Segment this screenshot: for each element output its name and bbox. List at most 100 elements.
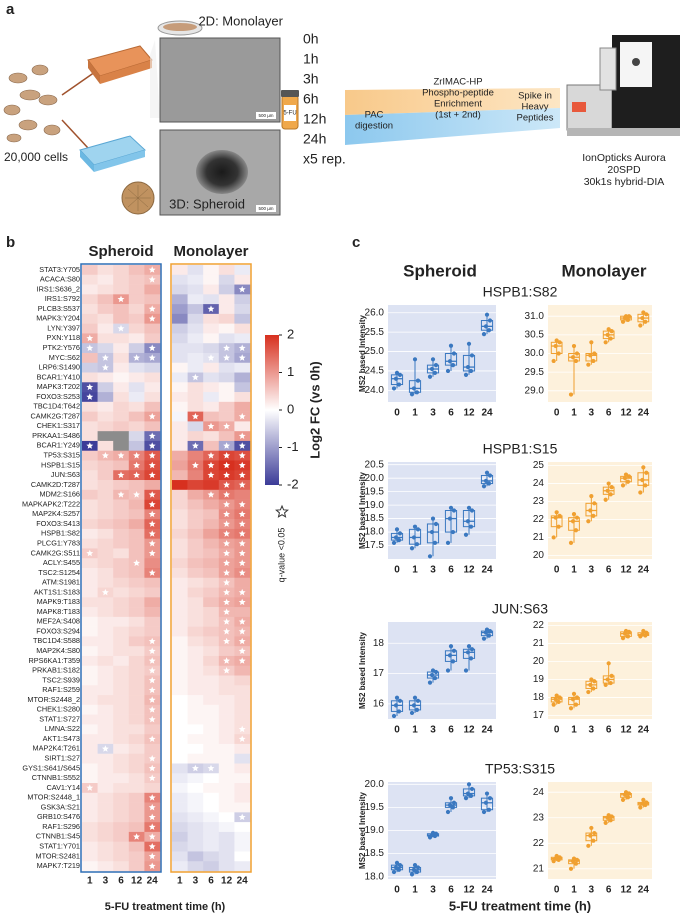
- heatmap-cell: [128, 362, 145, 373]
- significance-star: [148, 276, 156, 283]
- data-point: [394, 527, 400, 532]
- x-tick-label: 6: [448, 408, 454, 419]
- significance-star: [238, 520, 246, 527]
- heatmap-cell: [187, 802, 204, 813]
- significance-star: [148, 432, 156, 439]
- heatmap-cell: [218, 333, 235, 344]
- y-tick-label: 20.0: [365, 473, 385, 484]
- significance-star: [101, 452, 109, 459]
- data-point: [447, 516, 453, 521]
- heatmap-cell: [172, 274, 188, 285]
- x-tick-label: 1: [571, 885, 577, 896]
- data-point: [466, 341, 472, 346]
- significance-star: [207, 491, 215, 498]
- y-tick-label: 26.0: [365, 307, 385, 318]
- significance-star: [238, 510, 246, 518]
- y-tick-label: 18: [533, 692, 545, 703]
- heatmap-cell: [82, 636, 98, 647]
- heatmap-cell: [128, 538, 145, 549]
- data-point: [568, 706, 574, 711]
- y-tick-label: 23: [533, 812, 545, 823]
- significance-star: [223, 520, 231, 527]
- data-point: [465, 519, 471, 524]
- data-point: [571, 856, 577, 861]
- data-point: [586, 689, 591, 695]
- heatmap-cell: [128, 743, 145, 755]
- heatmap-cell: [187, 304, 204, 315]
- significance-star: [148, 842, 156, 850]
- heatmap-cell: [113, 313, 130, 324]
- data-point: [466, 782, 472, 787]
- y-tick-label: 18.0: [365, 527, 385, 538]
- heatmap-cell: [187, 665, 204, 676]
- heatmap-cell: [97, 548, 114, 559]
- heatmap-cell: [97, 304, 114, 315]
- heatmap-cell: [218, 792, 235, 803]
- y-tick-label: 29.0: [525, 385, 545, 396]
- data-point: [591, 838, 596, 843]
- heatmap-frame: [170, 263, 252, 873]
- heatmap-cell: [203, 392, 220, 403]
- significance-star: [238, 530, 246, 537]
- heatmap-cell: [113, 773, 130, 784]
- data-point: [465, 364, 471, 370]
- heatmap-cell: [113, 401, 130, 412]
- data-point: [589, 340, 594, 345]
- y-axis-label: MS2 based Intensity: [358, 792, 367, 869]
- heatmap-cell: [128, 626, 145, 637]
- data-point: [463, 532, 469, 537]
- heatmap-cell: [113, 421, 130, 432]
- heatmap-cell: [113, 724, 130, 735]
- data-point: [469, 508, 475, 513]
- data-point: [451, 800, 457, 805]
- heatmap-cell: [113, 802, 130, 813]
- significance-star: [223, 442, 231, 449]
- row-label: BCAR1:Y249: [37, 441, 80, 450]
- row-label: MAPK9:T183: [37, 597, 80, 606]
- data-point: [640, 801, 645, 806]
- data-point: [603, 340, 608, 345]
- significance-star: [223, 354, 231, 361]
- y-tick-label: 31.0: [525, 311, 545, 322]
- heatmap-cell: [82, 499, 98, 510]
- significance-star: [86, 383, 94, 391]
- significance-star: [148, 715, 156, 723]
- y-tick-label: 30.5: [525, 329, 545, 340]
- significance-star: [148, 823, 156, 830]
- heatmap-cell: [203, 724, 220, 735]
- heatmap-cell: [144, 626, 161, 637]
- data-point: [481, 484, 487, 489]
- heatmap-cell: [172, 783, 188, 794]
- heatmap-cell: [113, 636, 130, 647]
- heatmap-cell: [234, 421, 251, 432]
- heatmap-cell: [203, 841, 220, 852]
- data-point: [468, 524, 474, 529]
- data-point: [641, 797, 646, 802]
- y-tick-label: 20: [533, 656, 545, 667]
- heatmap-cell: [218, 362, 235, 373]
- heatmap-cell: [234, 783, 251, 794]
- heatmap-cell: [187, 861, 204, 872]
- heatmap-cell: [172, 695, 188, 706]
- data-point: [609, 329, 614, 334]
- heatmap-cell: [234, 313, 251, 324]
- heatmap-cell: [203, 802, 220, 813]
- heatmap-cell: [97, 343, 114, 354]
- subplot-title: TP53:S315: [485, 761, 555, 777]
- data-point: [411, 867, 417, 872]
- heatmap-cell: [172, 763, 188, 774]
- heatmap-cell: [82, 831, 98, 842]
- heatmap-cell: [187, 323, 204, 334]
- heatmap-cell: [97, 665, 114, 676]
- workflow-step: Enrichment: [434, 99, 482, 110]
- x-tick-label: 3: [430, 565, 436, 576]
- heatmap-cell: [203, 851, 220, 862]
- significance-star: [148, 500, 156, 508]
- row-label: GRB10:S476: [37, 812, 80, 821]
- heatmap-cell: [144, 294, 161, 305]
- significance-star: [238, 627, 246, 635]
- heatmap-cell: [128, 714, 145, 725]
- heatmap-cell: [97, 861, 114, 872]
- subplot-title: JUN:S63: [492, 601, 548, 617]
- heatmap-cell: [128, 675, 145, 686]
